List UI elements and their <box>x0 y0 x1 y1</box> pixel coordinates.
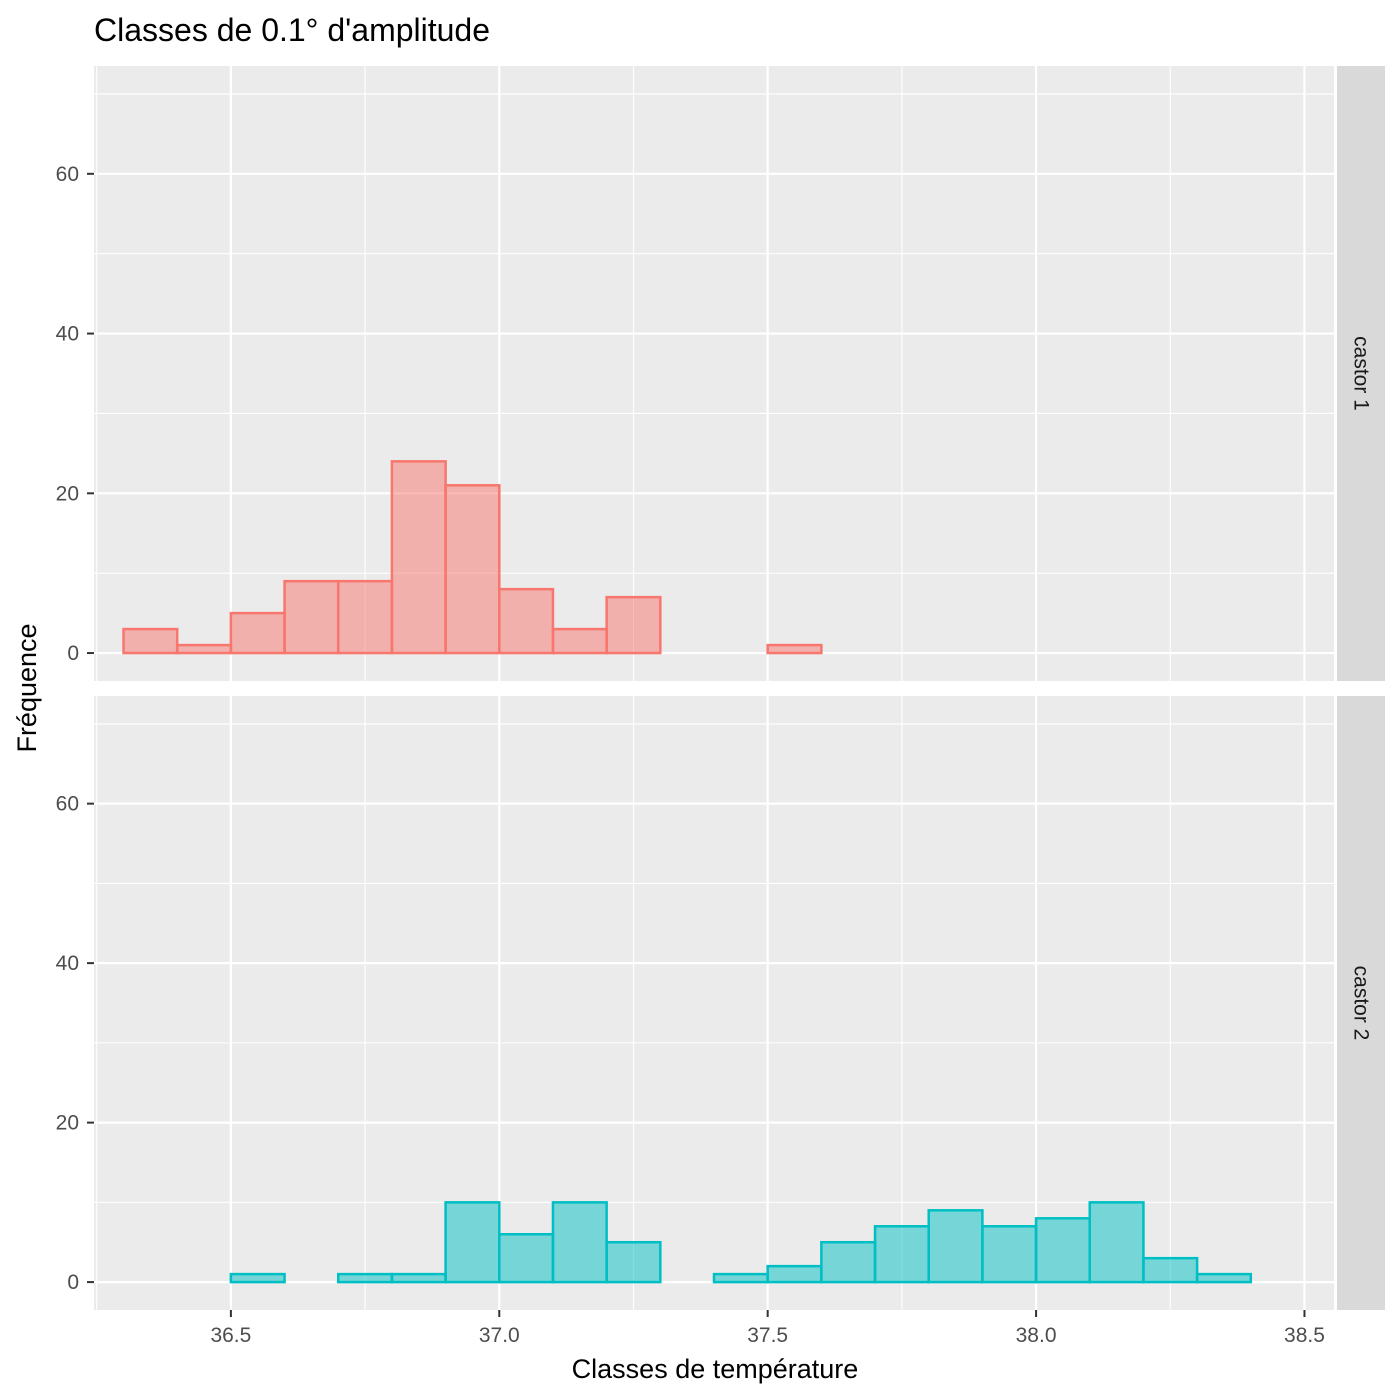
histogram-bar <box>981 1225 1038 1284</box>
histogram-bar <box>712 1272 769 1284</box>
histogram-bar <box>820 1240 877 1284</box>
histogram-bar <box>1088 1201 1145 1284</box>
histogram-bar <box>444 484 501 655</box>
y-tick-label: 40 <box>56 323 79 346</box>
histogram-bar <box>283 579 340 655</box>
y-tick-label: 60 <box>56 163 79 186</box>
x-tick-label: 36.5 <box>210 1324 251 1347</box>
x-axis: 36.5 37.0 37.5 38.0 38.5 <box>210 1310 1325 1347</box>
histogram-bar <box>1142 1256 1199 1284</box>
chart-title: Classes de 0.1° d'amplitude <box>94 12 490 48</box>
histogram-bar <box>390 460 447 655</box>
facet-strip-label: castor 1 <box>1350 336 1373 411</box>
histogram-bar <box>766 1264 823 1284</box>
x-tick-label: 37.0 <box>479 1324 520 1347</box>
x-tick-label: 38.0 <box>1016 1324 1057 1347</box>
panel-background <box>94 696 1334 1310</box>
facet-panel-1: 0 20 40 60 castor 1 <box>56 66 1385 681</box>
panel-background <box>94 66 1334 681</box>
y-tick-label: 20 <box>56 1112 79 1135</box>
y-tick-label: 20 <box>56 482 79 505</box>
histogram-bar <box>1195 1272 1253 1284</box>
histogram-bar <box>605 1240 662 1284</box>
histogram-bar <box>927 1209 984 1284</box>
x-tick-label: 38.5 <box>1284 1324 1325 1347</box>
histogram-bar <box>336 579 394 655</box>
bars-1 <box>122 460 823 655</box>
facet-panel-2: 0 20 40 60 castor 2 <box>56 696 1385 1310</box>
histogram-bar <box>551 627 608 655</box>
histogram-bar <box>551 1201 608 1284</box>
histogram-bar <box>229 1272 286 1284</box>
histogram-bar <box>873 1225 930 1284</box>
y-tick-label: 60 <box>56 793 79 816</box>
y-axis-title: Fréquence <box>12 623 42 752</box>
facet-strip <box>1337 696 1385 1310</box>
y-tick-label: 40 <box>56 952 79 975</box>
histogram-bar <box>122 627 179 655</box>
facet-strip-label: castor 2 <box>1350 966 1373 1041</box>
x-tick-label: 37.5 <box>747 1324 788 1347</box>
histogram-bar <box>1034 1217 1092 1284</box>
y-tick-label: 0 <box>67 642 79 665</box>
histogram-bar <box>498 1232 555 1284</box>
histogram-bar <box>390 1272 447 1284</box>
histogram-bar <box>766 643 823 655</box>
histogram-bar <box>444 1201 501 1284</box>
facet-panels: 0 20 40 60 castor 1 0 20 40 60 castor 2 <box>56 66 1385 1310</box>
bars-2 <box>229 1201 1253 1284</box>
histogram-bar <box>229 611 286 655</box>
x-axis-title: Classes de température <box>572 1354 859 1384</box>
y-tick-label: 0 <box>67 1271 79 1294</box>
histogram-bar <box>498 587 555 655</box>
histogram-bar <box>336 1272 394 1284</box>
histogram-bar <box>175 643 233 655</box>
histogram-bar <box>605 595 662 655</box>
facet-strip <box>1337 66 1385 681</box>
